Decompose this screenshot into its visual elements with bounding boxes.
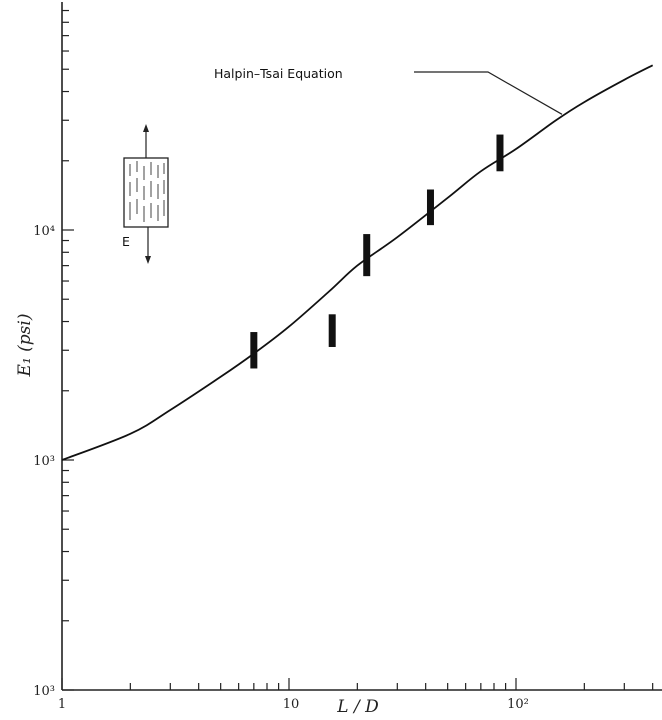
x-tick-label: 10	[283, 697, 300, 712]
data-range-bar	[250, 332, 258, 369]
y-axis-tick-labels: 10³ 10³ 10⁴	[33, 224, 55, 699]
y-tick-label: 10³	[33, 454, 55, 469]
specimen-rect	[123, 157, 169, 228]
x-tick-label: 1	[58, 697, 66, 712]
series-line-halpin-tsai	[61, 64, 654, 461]
y-axis-ticks	[62, 9, 74, 691]
arrow-down-icon	[145, 256, 151, 264]
data-range-bar	[496, 134, 504, 172]
specimen-inset: E	[122, 124, 169, 264]
x-tick-label: 10²	[507, 697, 529, 712]
plot-frame	[61, 2, 662, 691]
y-tick-label: 10⁴	[33, 224, 55, 239]
y-axis-title: E₁ (psi)	[15, 314, 35, 378]
fiber-dashes	[129, 161, 165, 222]
x-axis-tick-labels: 1 10 10²	[58, 697, 529, 712]
data-range-bar	[426, 189, 434, 226]
annotation-halpin-tsai: Halpin–Tsai Equation	[214, 66, 343, 81]
annotation-leader-line	[414, 71, 563, 115]
x-axis-ticks	[61, 678, 654, 690]
halpin-tsai-annotation: Halpin–Tsai Equation	[214, 66, 563, 115]
arrow-up-icon	[143, 124, 149, 132]
data-range-bar	[328, 314, 336, 347]
inset-label-e: E	[122, 234, 130, 249]
data-range-bar	[363, 234, 371, 277]
y-tick-label: 10³	[33, 684, 55, 699]
data-ranges	[250, 134, 504, 369]
x-axis-title: L / D	[336, 697, 379, 717]
